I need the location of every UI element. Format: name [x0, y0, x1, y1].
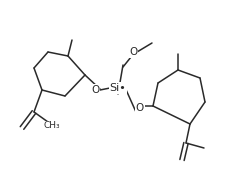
- Text: O: O: [91, 85, 99, 95]
- Text: O: O: [136, 103, 144, 113]
- Text: O: O: [91, 85, 99, 95]
- Text: Si•: Si•: [110, 83, 126, 93]
- Text: O: O: [136, 103, 144, 113]
- Text: O: O: [129, 47, 137, 57]
- Text: Si•: Si•: [110, 83, 126, 93]
- Text: CH₃: CH₃: [44, 122, 60, 130]
- Text: O: O: [129, 47, 137, 57]
